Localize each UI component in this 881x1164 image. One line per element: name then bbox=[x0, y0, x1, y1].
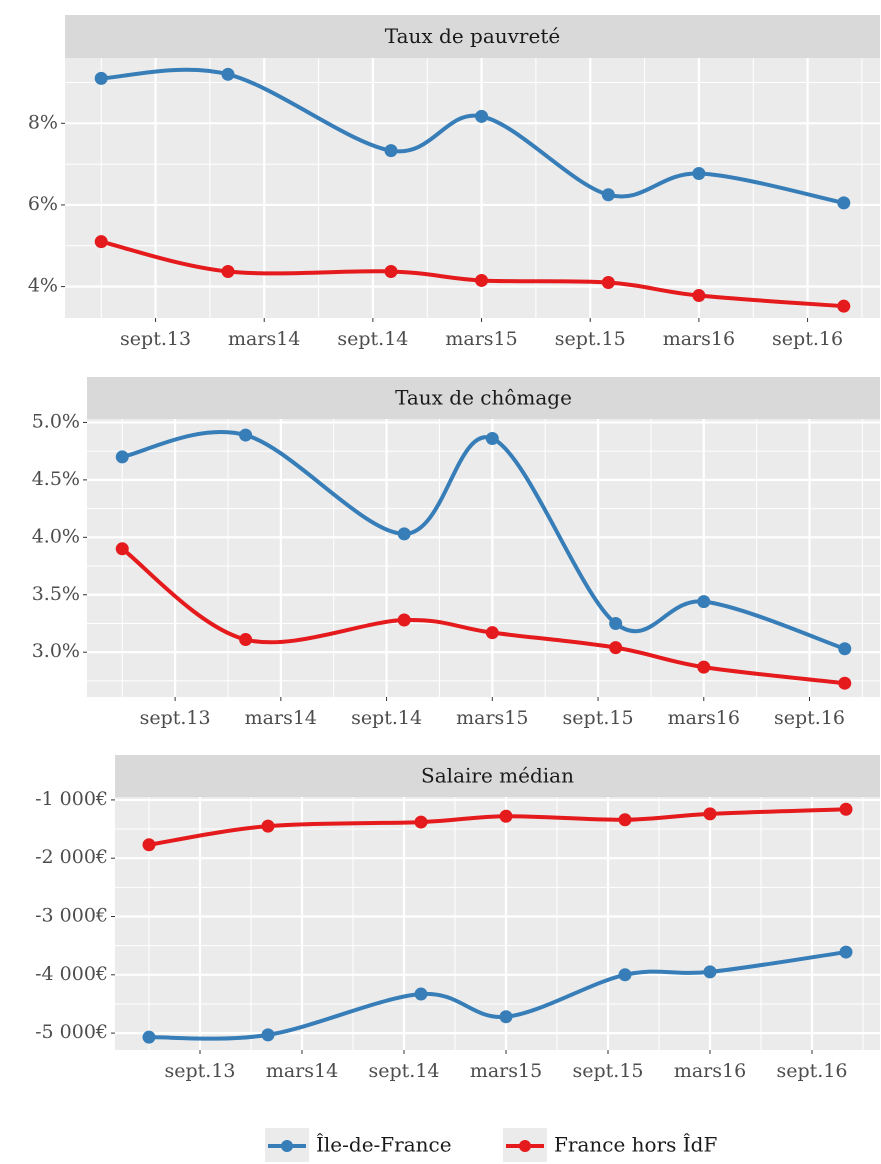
x-tick-label: mars16 bbox=[668, 707, 740, 729]
data-point bbox=[397, 527, 411, 541]
data-point bbox=[221, 67, 235, 81]
data-point bbox=[609, 641, 623, 655]
x-tick-label: sept.16 bbox=[776, 1060, 847, 1082]
legend-key-dot bbox=[519, 1140, 531, 1152]
data-point bbox=[838, 642, 852, 656]
x-tick-label: sept.13 bbox=[164, 1060, 235, 1082]
legend-label: France hors ÎdF bbox=[554, 1133, 717, 1157]
y-tick-label: -3 000€ bbox=[35, 905, 108, 927]
data-point bbox=[115, 542, 129, 556]
data-point bbox=[837, 299, 851, 313]
y-tick-label: -5 000€ bbox=[35, 1021, 108, 1043]
plot-bg bbox=[87, 419, 880, 697]
data-point bbox=[485, 432, 499, 446]
data-point bbox=[839, 802, 853, 816]
data-point bbox=[692, 289, 706, 303]
x-tick-label: sept.15 bbox=[555, 328, 626, 350]
y-tick-label: 4.0% bbox=[32, 525, 80, 547]
data-point bbox=[115, 450, 129, 464]
data-point bbox=[837, 196, 851, 210]
x-tick-label: sept.15 bbox=[572, 1060, 643, 1082]
data-point bbox=[601, 275, 615, 289]
x-tick-label: sept.15 bbox=[563, 707, 634, 729]
strip-title: Taux de chômage bbox=[395, 386, 572, 410]
y-tick-label: -2 000€ bbox=[35, 846, 108, 868]
data-point bbox=[475, 273, 489, 287]
y-tick-label: -4 000€ bbox=[35, 963, 108, 985]
y-tick-label: 6% bbox=[28, 193, 58, 215]
x-tick-label: sept.16 bbox=[774, 707, 845, 729]
strip bbox=[65, 15, 880, 58]
data-point bbox=[397, 613, 411, 627]
y-tick-label: 4% bbox=[28, 275, 58, 297]
data-point bbox=[601, 188, 615, 202]
data-point bbox=[414, 987, 428, 1001]
data-point bbox=[384, 264, 398, 278]
data-point bbox=[609, 616, 623, 630]
x-tick-label: mars14 bbox=[228, 328, 300, 350]
y-tick-label: 3.0% bbox=[32, 640, 80, 662]
data-point bbox=[703, 807, 717, 821]
x-tick-label: mars15 bbox=[445, 328, 517, 350]
data-point bbox=[261, 819, 275, 833]
y-tick-label: -1 000€ bbox=[35, 788, 108, 810]
x-tick-label: mars15 bbox=[470, 1060, 542, 1082]
y-tick-label: 3.5% bbox=[32, 583, 80, 605]
data-point bbox=[142, 838, 156, 852]
x-tick-label: sept.16 bbox=[772, 328, 843, 350]
strip bbox=[87, 377, 880, 419]
y-tick-label: 8% bbox=[28, 111, 58, 133]
data-point bbox=[221, 264, 235, 278]
x-tick-label: mars14 bbox=[245, 707, 317, 729]
legend-label: Île-de-France bbox=[316, 1133, 452, 1157]
data-point bbox=[239, 428, 253, 442]
data-point bbox=[475, 109, 489, 123]
data-point bbox=[499, 809, 513, 823]
data-point bbox=[384, 144, 398, 158]
x-tick-label: sept.14 bbox=[368, 1060, 439, 1082]
x-tick-label: sept.14 bbox=[337, 328, 408, 350]
strip-title: Salaire médian bbox=[421, 764, 574, 788]
x-tick-label: mars16 bbox=[674, 1060, 746, 1082]
x-tick-label: mars15 bbox=[456, 707, 528, 729]
x-tick-label: mars14 bbox=[266, 1060, 338, 1082]
data-point bbox=[697, 595, 711, 609]
plot-bg bbox=[65, 58, 880, 318]
data-point bbox=[703, 965, 717, 979]
data-point bbox=[94, 71, 108, 85]
data-point bbox=[839, 945, 853, 959]
data-point bbox=[239, 633, 253, 647]
y-tick-label: 5.0% bbox=[32, 410, 80, 432]
x-tick-label: sept.13 bbox=[140, 707, 211, 729]
x-tick-label: sept.13 bbox=[120, 328, 191, 350]
legend-key-dot bbox=[281, 1140, 293, 1152]
data-point bbox=[94, 235, 108, 249]
data-point bbox=[261, 1028, 275, 1042]
data-point bbox=[499, 1010, 513, 1024]
data-point bbox=[838, 676, 852, 690]
x-tick-label: mars16 bbox=[663, 328, 735, 350]
strip-title: Taux de pauvreté bbox=[385, 24, 560, 48]
data-point bbox=[697, 660, 711, 674]
x-tick-label: sept.14 bbox=[351, 707, 422, 729]
data-point bbox=[414, 815, 428, 829]
data-point bbox=[142, 1030, 156, 1044]
data-point bbox=[618, 813, 632, 827]
data-point bbox=[618, 968, 632, 982]
plot-bg bbox=[115, 797, 880, 1050]
data-point bbox=[692, 167, 706, 181]
y-tick-label: 4.5% bbox=[32, 468, 80, 490]
strip bbox=[115, 755, 880, 797]
data-point bbox=[485, 626, 499, 640]
